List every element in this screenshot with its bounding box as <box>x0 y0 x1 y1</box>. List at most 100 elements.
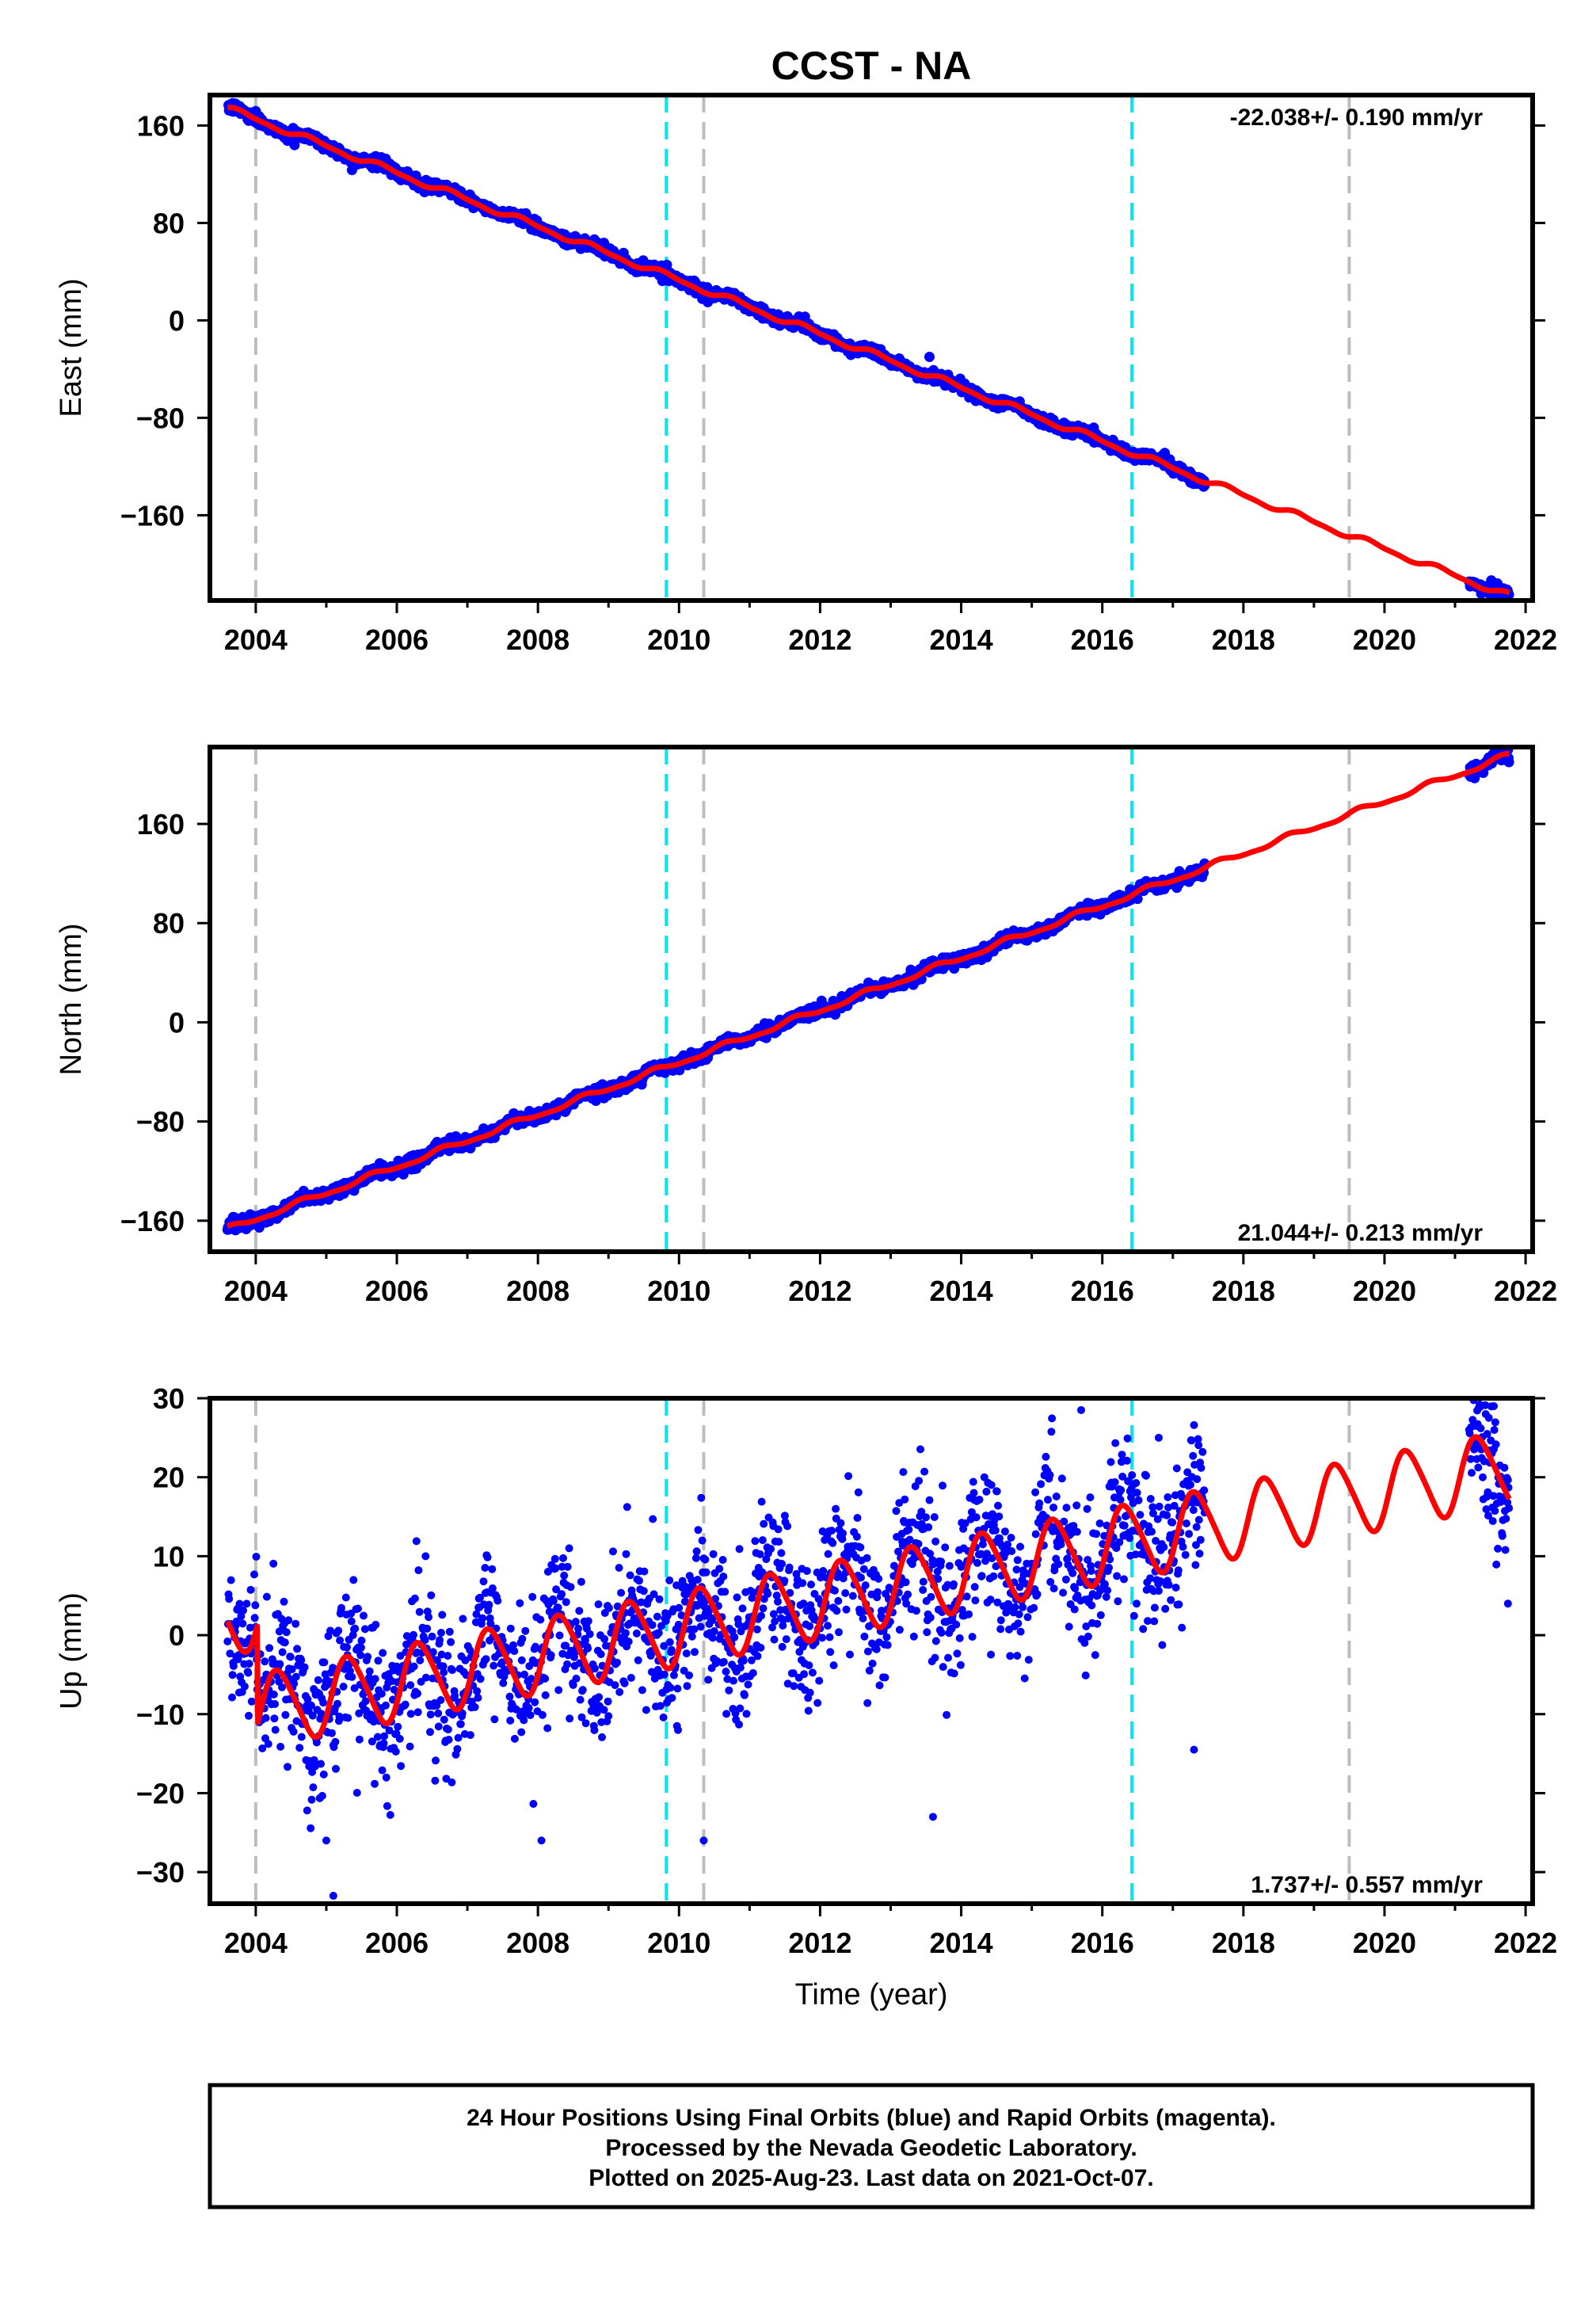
data-point <box>478 1614 487 1622</box>
data-point <box>775 1538 783 1546</box>
data-point <box>377 1689 386 1698</box>
data-point <box>344 1714 352 1722</box>
data-point <box>760 1519 768 1528</box>
data-point <box>506 1716 515 1725</box>
data-point <box>383 1801 391 1810</box>
data-point <box>738 1604 747 1613</box>
data-point <box>653 1612 661 1621</box>
data-point <box>778 1642 787 1651</box>
data-point <box>698 1536 707 1545</box>
data-point <box>391 1748 400 1756</box>
x-tick-label: 2006 <box>365 1275 429 1307</box>
data-point <box>271 1725 280 1734</box>
data-point <box>225 1595 234 1603</box>
data-point <box>488 1584 497 1592</box>
data-point <box>675 1603 684 1612</box>
data-point <box>336 1636 345 1645</box>
data-point <box>459 1615 467 1623</box>
data-point <box>490 1715 499 1724</box>
data-point <box>426 1728 434 1737</box>
data-point <box>692 1547 701 1556</box>
data-point <box>357 1636 366 1645</box>
data-point <box>735 1720 743 1729</box>
data-point <box>697 1493 706 1502</box>
data-point <box>360 1611 368 1620</box>
data-point <box>314 1676 322 1684</box>
data-point <box>510 1647 519 1656</box>
data-point <box>538 1710 547 1719</box>
data-point <box>426 1710 435 1719</box>
data-point <box>448 1778 456 1786</box>
data-point <box>394 1722 402 1731</box>
data-point <box>289 1727 298 1736</box>
data-point <box>319 1770 328 1779</box>
data-point <box>438 1611 447 1619</box>
data-point <box>600 1634 609 1643</box>
data-point <box>696 1622 705 1631</box>
data-point <box>416 1656 425 1664</box>
data-point <box>722 1710 731 1718</box>
data-point <box>444 1725 452 1734</box>
data-point <box>719 1573 728 1580</box>
y-axis-label: North (mm) <box>55 923 88 1075</box>
data-point <box>356 1643 365 1652</box>
data-point <box>691 1648 699 1657</box>
data-point <box>317 1760 325 1768</box>
data-point <box>309 1783 318 1792</box>
data-point <box>379 1649 387 1657</box>
data-point <box>295 1744 304 1752</box>
data-point <box>453 1744 462 1753</box>
data-point <box>488 1565 497 1573</box>
data-point <box>521 1626 530 1635</box>
data-point <box>286 1653 295 1661</box>
data-point <box>782 1635 790 1644</box>
data-point <box>436 1696 445 1704</box>
data-point <box>581 1719 590 1728</box>
x-tick-label: 2004 <box>224 623 288 656</box>
data-point <box>648 1621 657 1630</box>
data-point <box>604 1712 613 1721</box>
data-point <box>293 1645 302 1653</box>
y-axis-label: East (mm) <box>55 278 88 417</box>
data-point <box>566 1583 575 1592</box>
data-point <box>549 1596 558 1605</box>
data-point <box>783 1522 792 1531</box>
data-point <box>691 1554 700 1562</box>
data-point <box>767 1545 775 1554</box>
data-point <box>284 1763 291 1771</box>
data-point <box>382 1773 390 1782</box>
plot-frame <box>208 93 1535 603</box>
up-panel: 2004 2006 2008 2010 2012 2014 2016 2018 2020 2022… <box>55 1382 1557 2011</box>
data-point <box>448 1666 456 1675</box>
data-point <box>585 1630 594 1638</box>
data-point <box>555 1631 564 1640</box>
data-point <box>517 1728 526 1737</box>
data-point <box>667 1645 676 1654</box>
y-tick-label: −80 <box>136 402 185 434</box>
data-point <box>238 1619 247 1628</box>
data-point <box>278 1648 287 1657</box>
data-point <box>634 1656 642 1664</box>
data-point <box>635 1577 643 1585</box>
data-point <box>247 1697 256 1706</box>
data-point <box>470 1702 479 1711</box>
data-point <box>785 1563 794 1572</box>
data-point <box>722 1668 730 1676</box>
data-point <box>660 1670 668 1679</box>
data-point <box>604 1603 613 1612</box>
data-point <box>617 1588 626 1597</box>
data-point <box>736 1704 745 1713</box>
data-point <box>576 1695 585 1704</box>
data-point <box>466 1731 474 1740</box>
data-point <box>421 1552 430 1561</box>
data-point <box>565 1544 573 1553</box>
data-point <box>674 1725 682 1734</box>
data-point <box>476 1675 485 1683</box>
data-point <box>360 1625 369 1634</box>
data-point <box>655 1595 664 1603</box>
data-point <box>444 1652 452 1660</box>
data-point <box>265 1644 274 1653</box>
data-point <box>733 1593 741 1602</box>
model-curve <box>225 105 1512 596</box>
data-point <box>622 1550 630 1558</box>
